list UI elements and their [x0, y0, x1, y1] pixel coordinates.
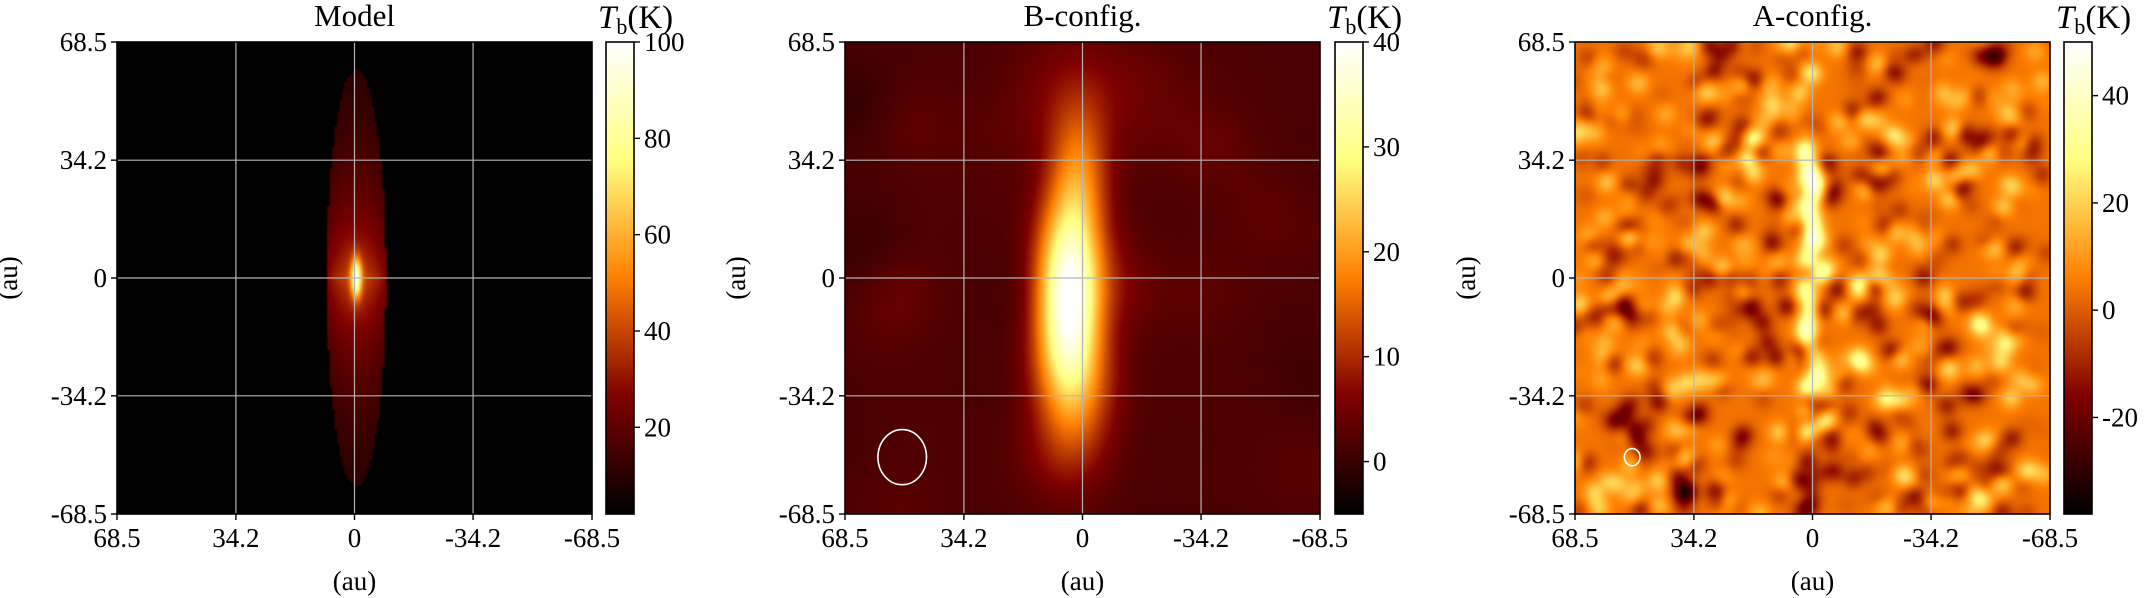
y-tick-label: 34.2 — [1518, 145, 1565, 175]
colorbar-title-unit: (K) — [627, 0, 673, 36]
colorbar-title-sub: b — [1345, 14, 1356, 39]
colorbar-tick-label: -20 — [2102, 402, 2138, 432]
colorbar-tick-label: 20 — [1373, 237, 1400, 267]
colorbar-tick-label: 40 — [2102, 81, 2129, 111]
beam-ellipse — [877, 428, 928, 486]
y-tick-label: -68.5 — [51, 499, 107, 529]
x-tick-label: 0 — [348, 523, 362, 553]
colorbar-tick-label: 40 — [1373, 27, 1400, 57]
colorbar-tick-label: 10 — [1373, 342, 1400, 372]
y-tick-label: 68.5 — [60, 27, 107, 57]
colorbar-title-sub: b — [2074, 14, 2085, 39]
panel-2: 68.5 34.2 0 -34.2 -68.568.534.20-34.2-68.5(a… — [721, 0, 1402, 596]
colorbar-title-main: T — [2056, 0, 2077, 36]
colorbar-title-sub: b — [616, 14, 627, 39]
y-tick-label: 68.5 — [1518, 27, 1565, 57]
y-tick-label: 34.2 — [60, 145, 107, 175]
colorbar-title: Tb(K) — [1327, 0, 1402, 39]
x-tick-label: -34.2 — [1903, 523, 1959, 553]
beam-ellipse — [1623, 447, 1641, 467]
x-tick-label: 0 — [1076, 523, 1090, 553]
colorbar-gradient — [2064, 42, 2092, 514]
y-axis-label: (au) — [0, 256, 23, 299]
colorbar-frame — [605, 41, 635, 515]
x-tick-label: 34.2 — [940, 523, 987, 553]
y-tick-label: 68.5 — [788, 27, 835, 57]
x-tick-label: -68.5 — [2022, 523, 2078, 553]
colorbar-title-main: T — [1327, 0, 1348, 36]
x-tick-label: 0 — [1806, 523, 1820, 553]
x-tick-label: -68.5 — [564, 523, 620, 553]
colorbar-tick-label: 30 — [1373, 132, 1400, 162]
colorbar-tick-label: 0 — [2102, 295, 2116, 325]
y-tick-label: 0 — [94, 263, 108, 293]
colorbar-tick-label: 60 — [644, 220, 671, 250]
colorbar-gradient — [1335, 42, 1363, 514]
colorbar-tick-label: 80 — [644, 123, 671, 153]
colorbar-title-unit: (K) — [1356, 0, 1402, 36]
panel-title: A-config. — [1753, 0, 1873, 33]
x-tick-label: 68.5 — [821, 523, 868, 553]
colorbar-title: Tb(K) — [2056, 0, 2131, 39]
y-tick-label: 0 — [822, 263, 836, 293]
y-tick-label: -34.2 — [1509, 381, 1565, 411]
y-tick-label: -34.2 — [779, 381, 835, 411]
x-tick-label: 68.5 — [1551, 523, 1598, 553]
panel-1: 68.5 34.2 0 -34.2 -68.568.534.20-34.2-68.5(a… — [0, 0, 685, 596]
colorbar-tick-label: 20 — [644, 412, 671, 442]
panel-title: Model — [314, 0, 395, 33]
x-tick-label: 34.2 — [1670, 523, 1717, 553]
colorbar-tick-label: 40 — [644, 316, 671, 346]
colorbar-tick-label: 20 — [2102, 188, 2129, 218]
y-axis-label: (au) — [721, 256, 751, 299]
x-tick-label: -68.5 — [1292, 523, 1348, 553]
y-tick-label: 34.2 — [788, 145, 835, 175]
x-axis-label: (au) — [1791, 566, 1834, 596]
y-tick-label: -34.2 — [51, 381, 107, 411]
panel-title: B-config. — [1024, 0, 1142, 33]
panel-3: 68.5 34.2 0 -34.2 -68.568.534.20-34.2-68.5(a… — [1451, 0, 2138, 596]
colorbar-tick-label: 100 — [644, 27, 685, 57]
colorbar-gradient — [606, 42, 634, 514]
y-axis-label: (au) — [1451, 256, 1481, 299]
x-tick-label: -34.2 — [1173, 523, 1229, 553]
colorbar-tick-label: 0 — [1373, 447, 1387, 477]
colorbar-title-main: T — [598, 0, 619, 36]
colorbar-title-unit: (K) — [2085, 0, 2131, 36]
colorbar-title: Tb(K) — [598, 0, 673, 39]
x-axis-label: (au) — [1061, 566, 1104, 596]
y-tick-label: -68.5 — [1509, 499, 1565, 529]
colorbar-frame — [2063, 41, 2093, 515]
x-tick-label: 68.5 — [93, 523, 140, 553]
colorbar-frame — [1334, 41, 1364, 515]
y-tick-label: -68.5 — [779, 499, 835, 529]
x-axis-label: (au) — [333, 566, 376, 596]
x-tick-label: -34.2 — [445, 523, 501, 553]
y-tick-label: 0 — [1552, 263, 1566, 293]
x-tick-label: 34.2 — [212, 523, 259, 553]
